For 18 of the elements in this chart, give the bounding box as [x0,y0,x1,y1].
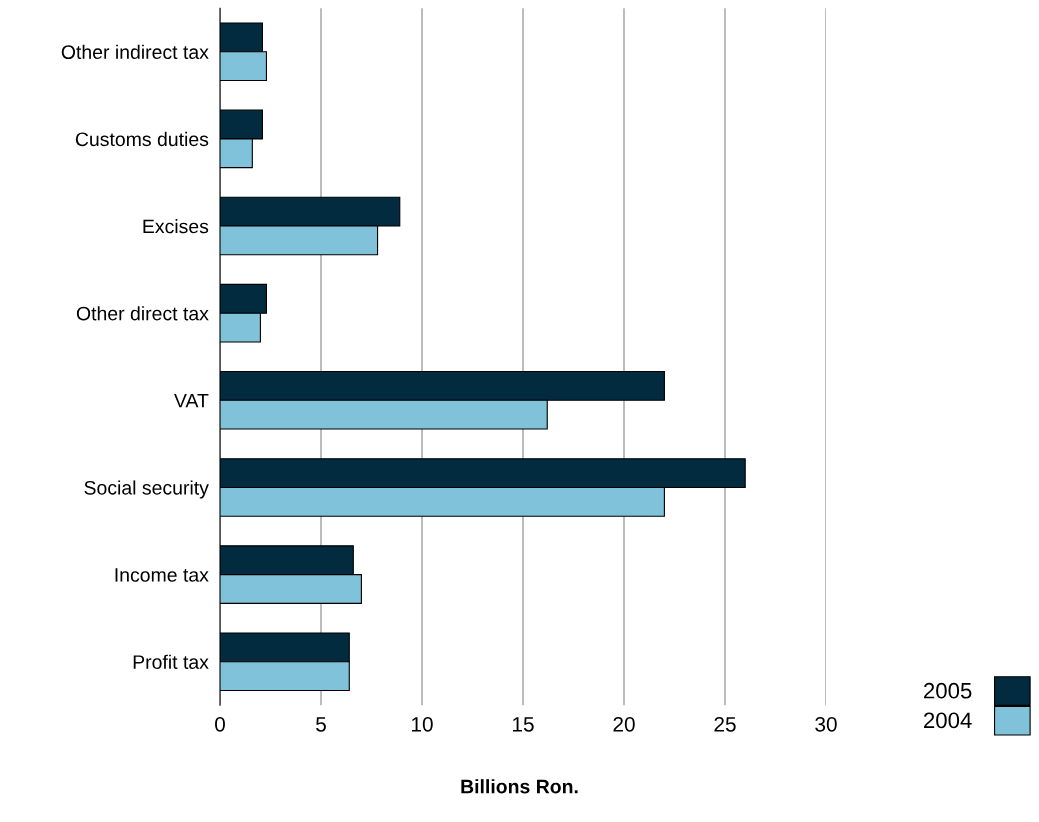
x-tick-label: 30 [815,716,837,732]
y-tick-label: Income tax [115,568,209,582]
x-tick-label: 15 [513,717,534,732]
y-tick-label: Social security [84,480,209,499]
y-tick-label: Other direct tax [76,306,209,321]
y-tick-label: Excises [143,219,209,234]
x-tick-label: 0 [215,716,225,732]
legend-label: 2005 [924,682,972,699]
x-tick-label: 20 [613,716,635,732]
y-tick-label: Other indirect tax [61,44,209,60]
y-tick-label: Customs duties [75,131,209,147]
x-tick-label: 25 [714,716,736,732]
y-tick-label: Profit tax [133,654,209,669]
legend-label: 2004 [924,712,972,729]
x-tick-label: 10 [412,716,433,732]
y-tick-label: VAT [174,393,209,408]
x-axis-title: Billions Ron. [461,779,578,794]
x-tick-label: 5 [316,717,326,732]
